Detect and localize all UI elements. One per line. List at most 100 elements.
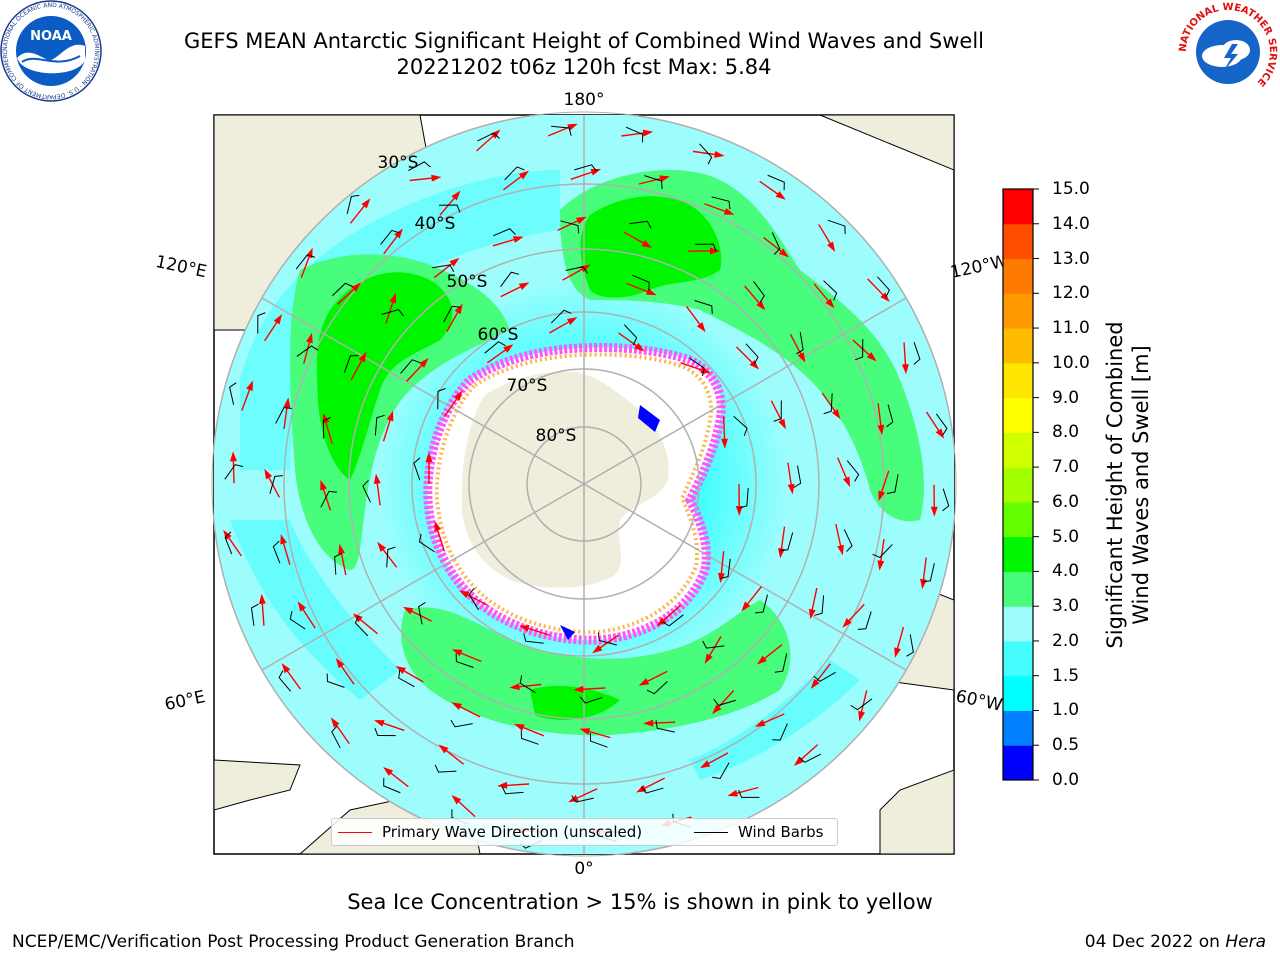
wind-barb <box>629 220 652 229</box>
wave-arrow <box>261 601 265 626</box>
wave-arrow <box>382 418 392 442</box>
wave-arrow-head <box>306 332 313 344</box>
legend-wind-label: Wind Barbs <box>738 823 824 841</box>
wind-barb <box>854 338 864 361</box>
wave-arrow-head <box>576 216 587 225</box>
wave-arrow-head <box>566 317 578 326</box>
wave-arrow-head <box>880 292 890 302</box>
wave-arrow <box>720 551 725 576</box>
wave-arrow-head <box>338 543 345 555</box>
map-legend: Primary Wave Direction (unscaled) Wind B… <box>331 818 838 846</box>
wave-arrow <box>383 234 399 255</box>
wind-barb <box>434 764 457 773</box>
wind-barb <box>872 544 893 558</box>
wave-arrow <box>339 664 355 685</box>
colorbar-cell <box>1003 467 1033 503</box>
wind-barb <box>362 479 371 503</box>
wave-arrow-head <box>264 468 273 480</box>
legend-wave-swatch <box>338 832 372 833</box>
wave-arrow <box>500 285 523 298</box>
wave-arrow-head <box>434 520 441 532</box>
wind-barb <box>579 696 603 704</box>
wind-barb <box>814 595 825 616</box>
wave-arrow <box>818 224 832 246</box>
wind-barb <box>597 632 617 646</box>
wind-barb <box>813 671 836 682</box>
wave-arrow <box>517 683 542 688</box>
wave-arrow-head <box>935 428 945 439</box>
wave-arrow <box>638 177 663 185</box>
wave-arrow-head <box>567 123 578 131</box>
lon-label-0: 0° <box>574 859 593 879</box>
wave-arrow <box>896 626 905 651</box>
wave-arrow <box>570 170 594 180</box>
wave-arrow-head <box>395 666 406 675</box>
wave-arrow <box>547 126 571 137</box>
wave-arrow <box>686 306 702 327</box>
antarctica-land <box>461 371 669 588</box>
wave-arrow-head <box>842 618 852 628</box>
wave-arrow-head <box>503 344 514 353</box>
wave-arrow <box>880 470 890 494</box>
wave-arrow-head <box>431 174 442 182</box>
wind-barb <box>662 614 684 627</box>
colorbar-tick-label: 6.0 <box>1052 491 1080 512</box>
wave-arrow <box>587 730 611 739</box>
wave-arrow-head <box>283 397 291 408</box>
wave-arrow <box>922 557 927 582</box>
wind-barb <box>374 727 396 737</box>
wave-arrow-head <box>579 728 591 735</box>
wave-arrow-head <box>497 781 508 789</box>
wave-arrow <box>285 669 301 690</box>
chart-subtitle: 20221202 t06z 120h fcst Max: 5.84 <box>396 55 772 79</box>
wave-arrow <box>476 134 495 152</box>
wave-arrow <box>301 607 316 629</box>
colorbar-tick-label: 0.5 <box>1052 735 1080 756</box>
wave-arrow-head <box>451 649 463 657</box>
wind-barb <box>738 789 760 798</box>
wind-barb <box>644 175 663 190</box>
colorbar-tick-label: 1.0 <box>1052 700 1080 721</box>
wave-arrow-head <box>642 129 654 137</box>
wave-arrow-head <box>704 653 713 664</box>
legend-item-wave: Primary Wave Direction (unscaled) <box>338 823 642 841</box>
wave-arrow <box>799 744 819 762</box>
wind-barb <box>450 719 473 728</box>
wind-barb <box>771 232 781 255</box>
wave-arrow-head <box>709 247 720 255</box>
wave-arrow <box>324 420 333 445</box>
wind-barb <box>733 415 748 436</box>
wave-arrow-head <box>659 175 671 183</box>
wave-arrow-head <box>656 617 667 627</box>
wave-arrow-head <box>330 717 340 728</box>
wind-barb <box>550 309 572 324</box>
wave-arrow <box>322 487 332 511</box>
wave-arrow-head <box>727 789 738 797</box>
wind-barb <box>278 670 292 692</box>
wave-arrow-head <box>394 228 403 239</box>
legend-wind-swatch <box>694 832 728 833</box>
wind-barb <box>574 164 597 172</box>
wind-barb <box>418 601 426 625</box>
wave-arrow-head <box>778 418 786 430</box>
legend-wave-label: Primary Wave Direction (unscaled) <box>382 823 643 841</box>
wave-arrow <box>283 405 288 430</box>
wave-arrow <box>402 669 424 683</box>
wave-arrow-head <box>634 342 645 352</box>
wave-arrow <box>358 617 378 635</box>
wave-arrow <box>762 644 783 661</box>
colorbar-tick-label: 15.0 <box>1052 179 1090 199</box>
wave-arrow <box>903 342 907 367</box>
wind-barb <box>823 280 838 301</box>
wave-arrow <box>526 627 550 636</box>
wave-arrow <box>852 339 872 357</box>
colorbar-cell <box>1003 328 1033 364</box>
wave-arrow-head <box>451 190 461 201</box>
lat-label-40s: 40°S <box>415 214 456 234</box>
wave-arrow <box>350 358 364 381</box>
colorbar-cell <box>1003 675 1033 711</box>
wave-arrow-head <box>374 720 385 727</box>
wave-arrow <box>267 475 280 498</box>
wave-arrow <box>388 771 409 788</box>
colorbar-tick-label: 5.0 <box>1052 526 1080 547</box>
